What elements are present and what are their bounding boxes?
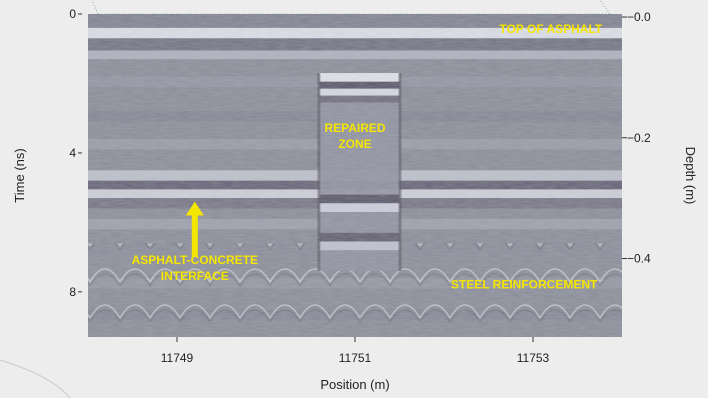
dotted-frame (91, 0, 611, 15)
y-right-tick-label: −0.2 (627, 131, 651, 145)
annotation-label: TOP OF ASPHALT (499, 22, 603, 36)
arrow-head (185, 201, 204, 216)
x-axis-ticks: 11749 11751 11753 (161, 337, 550, 365)
annotation-label: ASPHALT-CONCRETE INTERFACE (132, 253, 258, 283)
y-left-tick-label: 4 (69, 146, 76, 160)
annotation-line: TOP OF ASPHALT (499, 22, 603, 36)
x-axis-title: Position (m) (320, 377, 389, 392)
annotation-label: STEEL REINFORCEMENT (451, 277, 598, 291)
annotation-line: STEEL REINFORCEMENT (451, 277, 598, 291)
x-tick-label: 11753 (517, 351, 550, 365)
x-tick-label: 11751 (339, 351, 372, 365)
interface-arrow-icon (185, 201, 204, 258)
annotation-label: REPAIRED ZONE (324, 121, 385, 151)
y-left-tick-label: 0 (69, 7, 76, 21)
y-right-tick-label: −0.4 (627, 252, 651, 266)
y-left-axis-ticks: 0 4 8 (69, 7, 82, 299)
dotted-left-corner (91, 0, 99, 15)
y-right-axis-ticks: −0.0 −0.2 −0.4 (622, 10, 651, 266)
annotation-line: ZONE (338, 137, 371, 151)
radar-noise-texture (88, 14, 622, 337)
y-left-tick-label: 8 (69, 285, 76, 299)
annotations: TOP OF ASPHALT REPAIRED ZONE ASPHALT-CONCRE… (132, 22, 603, 291)
radargram-image (88, 14, 622, 337)
y-left-axis-title: Time (ns) (12, 148, 27, 202)
annotation-line: INTERFACE (161, 269, 229, 283)
annotation-line: ASPHALT-CONCRETE (132, 253, 258, 267)
dotted-right-corner (599, 0, 611, 15)
y-right-tick-label: −0.0 (627, 10, 651, 24)
annotation-line: REPAIRED (324, 121, 385, 135)
x-tick-label: 11749 (161, 351, 194, 365)
y-right-axis-title: Depth (m) (683, 147, 698, 205)
